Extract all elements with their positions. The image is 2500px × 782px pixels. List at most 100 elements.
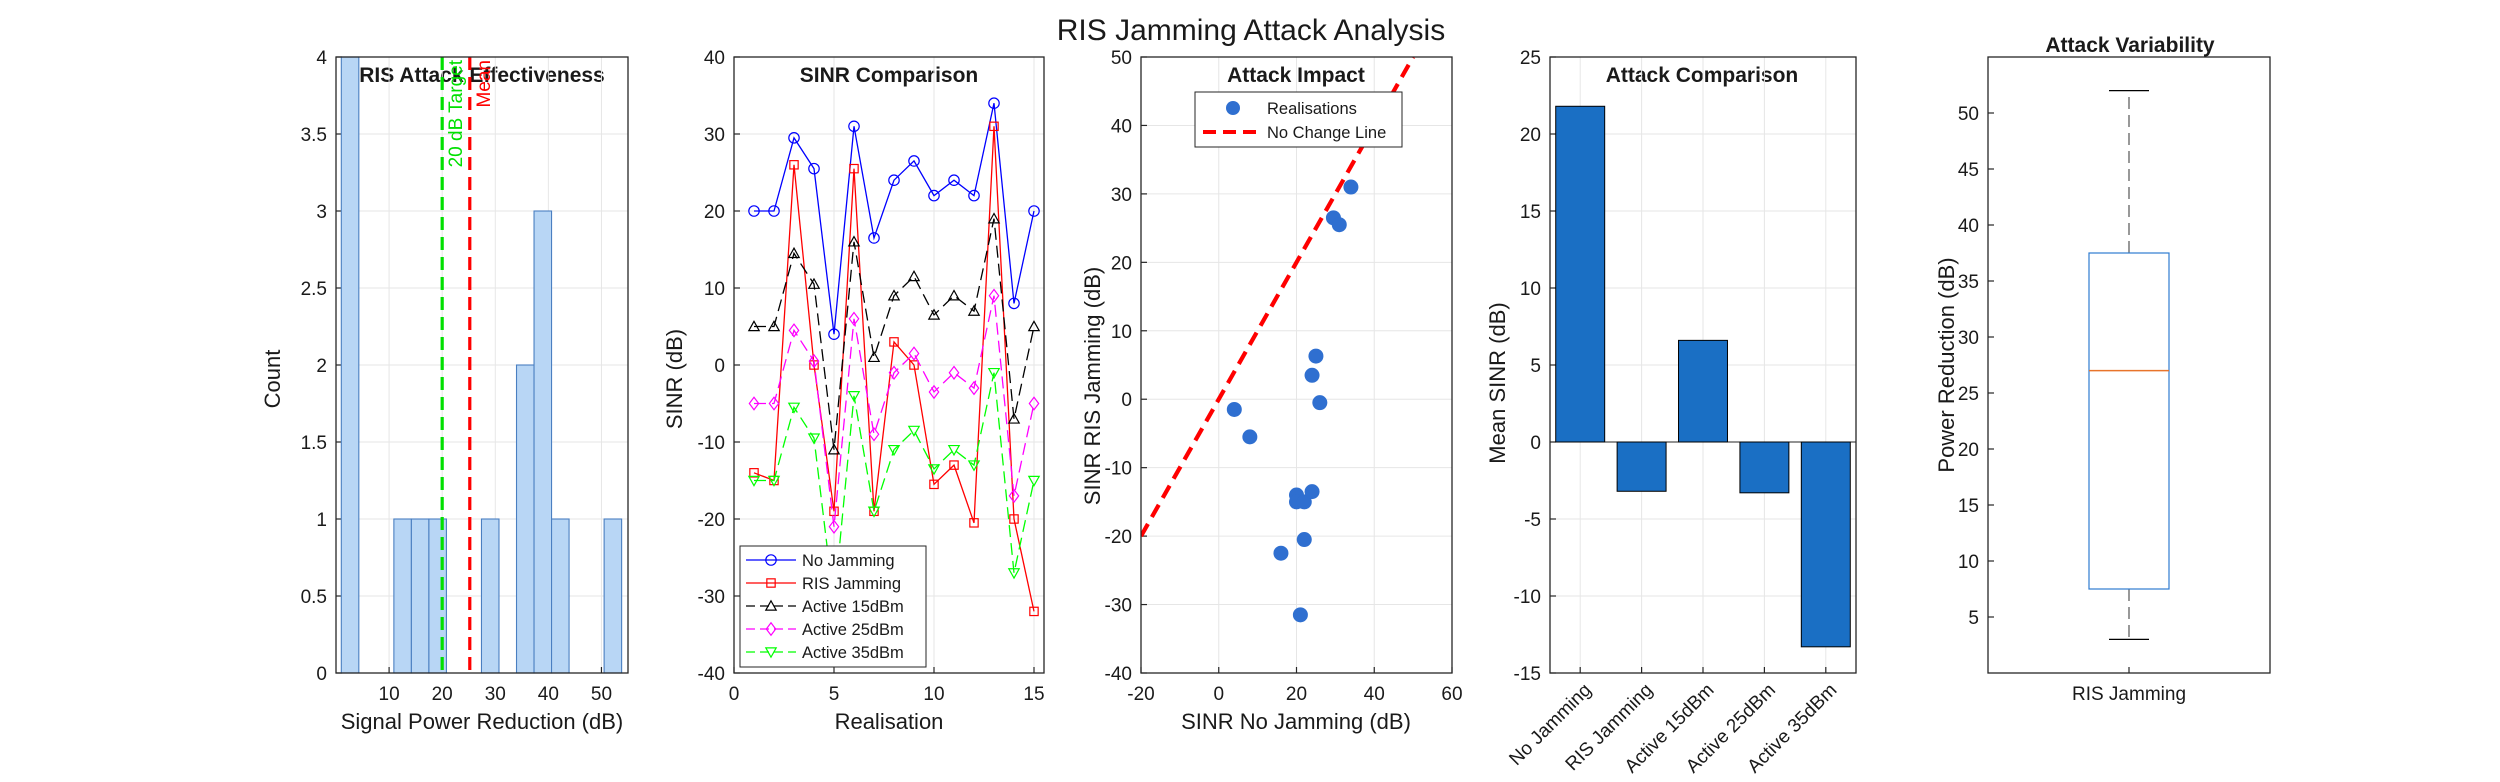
attack-variability-y-tick-label: 50	[1958, 104, 1979, 125]
series-line-1	[753, 126, 1035, 612]
sinr-legend-box	[739, 545, 927, 668]
series-2-point	[1007, 412, 1021, 424]
series-3-point	[828, 519, 840, 534]
series-2-point	[767, 320, 781, 332]
no-change-line	[1141, 57, 1415, 538]
series-3-point	[748, 396, 760, 411]
iqr-box	[2088, 252, 2170, 590]
series-1-point	[889, 337, 899, 347]
realisation-point	[1304, 484, 1320, 500]
legend-realisations-marker	[1226, 101, 1240, 115]
histogram-ylabel: Count	[260, 350, 285, 409]
attack-impact-y-tick-label: 50	[1111, 48, 1132, 69]
series-2-point	[967, 304, 981, 316]
legend-marker-4	[764, 647, 778, 659]
series-2-point	[927, 308, 941, 320]
panel-attack-variability: Attack Variability Power Reduction (dB) …	[1934, 34, 2271, 705]
series-0-point	[968, 189, 980, 202]
histogram-title: RIS Attack Effectiveness	[359, 64, 605, 87]
series-2-point	[987, 212, 1001, 224]
attack-impact-y-tick-label: 10	[1111, 322, 1132, 343]
histogram-xlabel: Signal Power Reduction (dB)	[341, 709, 623, 734]
series-2-point	[907, 270, 921, 282]
sinr-comparison-xlabel: Realisation	[835, 709, 944, 734]
attack-impact-y-tick-label: 40	[1111, 116, 1132, 137]
legend-label-2: Active 15dBm	[802, 598, 904, 616]
bar-2	[1678, 339, 1728, 443]
series-4-point	[847, 391, 861, 403]
attack-variability-y-tick-label: 15	[1958, 496, 1979, 517]
legend-label-3: Active 25dBm	[802, 621, 904, 639]
legend-marker-3	[765, 621, 777, 637]
realisation-point	[1343, 179, 1359, 195]
sinr-comparison-y-tick-label: 40	[704, 48, 725, 69]
series-4-point	[987, 367, 1001, 380]
series-4-point	[807, 433, 821, 445]
mean-line-label: Mean	[474, 60, 495, 108]
realisation-point	[1292, 607, 1308, 623]
attack-variability-y-tick-label: 35	[1958, 272, 1979, 293]
series-2-point	[827, 443, 841, 455]
histogram-y-tick-label: 1	[316, 510, 327, 531]
series-0-point	[868, 232, 880, 244]
series-line-2	[754, 218, 1035, 450]
histogram-y-tick-label: 3.5	[301, 125, 327, 146]
histogram-y-tick-label: 1.5	[301, 433, 327, 454]
series-0-point	[928, 189, 940, 202]
attack-comparison-title: Attack Comparison	[1606, 64, 1799, 87]
series-3-point	[1008, 488, 1020, 504]
sinr-comparison-y-tick-label: -20	[698, 510, 725, 531]
histogram-bar	[410, 518, 430, 674]
series-2-point	[747, 320, 761, 332]
sinr-comparison-x-tick-label: 5	[829, 684, 840, 705]
attack-comparison-y-tick-label: 10	[1520, 279, 1541, 300]
panel-attack-impact: Attack Impact SINR No Jamming (dB) SINR …	[1080, 48, 1463, 734]
histogram-bar	[393, 518, 412, 674]
sinr-comparison-x-tick-label: 10	[923, 684, 944, 705]
histogram-y-tick-label: 0	[316, 664, 327, 685]
histogram-bar	[533, 210, 553, 674]
series-3-point	[928, 384, 940, 400]
series-2-point	[787, 246, 801, 259]
attack-variability-y-tick-label: 45	[1958, 160, 1979, 181]
attack-variability-y-tick-label: 20	[1958, 440, 1979, 461]
series-0-point	[988, 97, 1000, 109]
attack-impact-x-tick-label: 60	[1441, 684, 1462, 705]
attack-comparison-axes-frame	[1549, 56, 1857, 674]
series-0-point	[948, 174, 960, 186]
histogram-axes-frame	[335, 56, 629, 674]
legend-no-change-label: No Change Line	[1267, 124, 1386, 142]
series-0-point	[888, 174, 900, 186]
bar-4	[1800, 441, 1851, 648]
bar-0	[1555, 105, 1606, 443]
attack-variability-ylabel: Power Reduction (dB)	[1934, 257, 1959, 472]
series-0-point	[808, 162, 820, 175]
attack-impact-y-tick-label: -40	[1105, 664, 1132, 685]
attack-comparison-y-tick-label: -10	[1514, 587, 1541, 608]
target-line-label: 20 dB Target	[446, 59, 467, 167]
series-1-point	[969, 518, 979, 528]
panel-sinr-comparison: SINR Comparison Realisation SINR (dB) 0 5…	[662, 48, 1045, 734]
legend-marker-1	[766, 578, 776, 588]
realisation-point	[1226, 401, 1242, 417]
attack-variability-y-tick-label: 10	[1958, 552, 1979, 573]
realisation-point	[1273, 545, 1289, 561]
attack-impact-x-tick-label: 40	[1364, 684, 1385, 705]
histogram-x-tick-label: 10	[379, 684, 400, 705]
bar-1	[1616, 441, 1667, 492]
attack-variability-y-tick-label: 5	[1968, 608, 1979, 629]
histogram-bar	[480, 518, 500, 674]
histogram-y-tick-label: 2	[316, 356, 327, 377]
histogram-x-tick-label: 20	[432, 684, 453, 705]
attack-impact-y-tick-label: 30	[1111, 185, 1132, 206]
sinr-comparison-ylabel: SINR (dB)	[662, 329, 687, 429]
attack-comparison-y-tick-label: 15	[1520, 202, 1541, 223]
attack-impact-y-tick-label: -20	[1105, 527, 1132, 548]
attack-variability-y-tick-label: 30	[1958, 328, 1979, 349]
series-4-point	[887, 444, 901, 457]
legend-label-1: RIS Jamming	[802, 575, 901, 593]
series-1-point	[789, 160, 799, 170]
legend-realisations-label: Realisations	[1267, 100, 1357, 118]
series-2-point	[867, 350, 881, 363]
